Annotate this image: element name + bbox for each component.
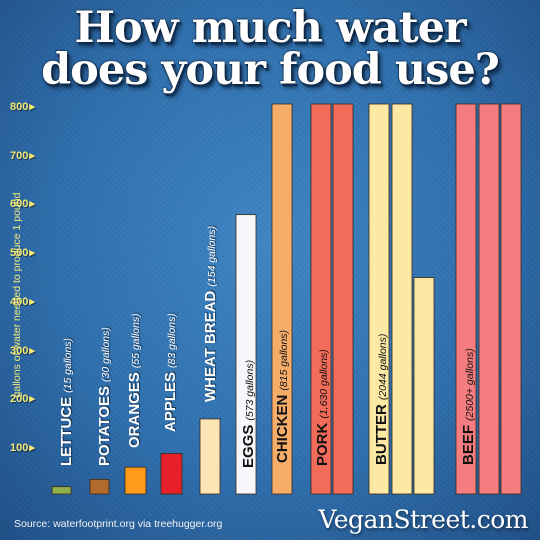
bar-beef bbox=[500, 103, 522, 495]
y-tick-label: 700 bbox=[10, 149, 35, 162]
y-tick-label: 800 bbox=[10, 100, 35, 113]
bar-eggs bbox=[235, 214, 257, 495]
brand-logo-text: VeganStreet.com bbox=[318, 505, 528, 534]
title-line-1: How much water bbox=[74, 3, 466, 53]
title-line-2: does your food use? bbox=[41, 45, 500, 95]
category-label-pork: PORK(1,630 gallons) bbox=[314, 349, 331, 466]
category-label-apples: APPLES(83 gallons) bbox=[162, 313, 179, 432]
bar-chicken bbox=[271, 103, 293, 495]
category-label-lettuce: LETTUCE(15 gallons) bbox=[58, 337, 75, 466]
category-label-potatoes: POTATOES(30 gallons) bbox=[96, 327, 113, 466]
source-credit: Source: waterfootprint.org via treehugge… bbox=[14, 518, 223, 530]
category-label-eggs: EGGS(573 gallons) bbox=[240, 359, 257, 468]
bar-butter bbox=[368, 103, 390, 495]
y-tick-label: 300 bbox=[10, 344, 35, 357]
bar-pork bbox=[310, 103, 332, 495]
y-tick-label: 500 bbox=[10, 246, 35, 259]
bar-beef bbox=[455, 103, 477, 495]
category-label-butter: BUTTER(2044 gallons) bbox=[373, 333, 390, 465]
bar-pork bbox=[332, 103, 354, 495]
category-label-beef: BEEF(2500+ gallons) bbox=[460, 348, 477, 465]
bar-butter bbox=[413, 277, 435, 495]
bar-oranges bbox=[124, 466, 147, 495]
y-tick-label: 200 bbox=[10, 392, 35, 405]
y-tick-label: 400 bbox=[10, 295, 35, 308]
bar-apples bbox=[160, 453, 183, 495]
bar-lettuce bbox=[51, 486, 72, 495]
bar-wheat-bread bbox=[199, 418, 221, 495]
bar-beef bbox=[478, 103, 500, 495]
y-tick-label: 600 bbox=[10, 197, 35, 210]
category-label-oranges: ORANGES(55 gallons) bbox=[126, 313, 143, 448]
category-label-wheat-bread: WHEAT BREAD(154 gallons) bbox=[202, 225, 219, 402]
y-tick-label: 100 bbox=[10, 441, 35, 454]
category-label-chicken: CHICKEN(815 gallons) bbox=[274, 329, 291, 463]
bar-potatoes bbox=[89, 478, 110, 495]
bar-butter bbox=[391, 103, 413, 495]
